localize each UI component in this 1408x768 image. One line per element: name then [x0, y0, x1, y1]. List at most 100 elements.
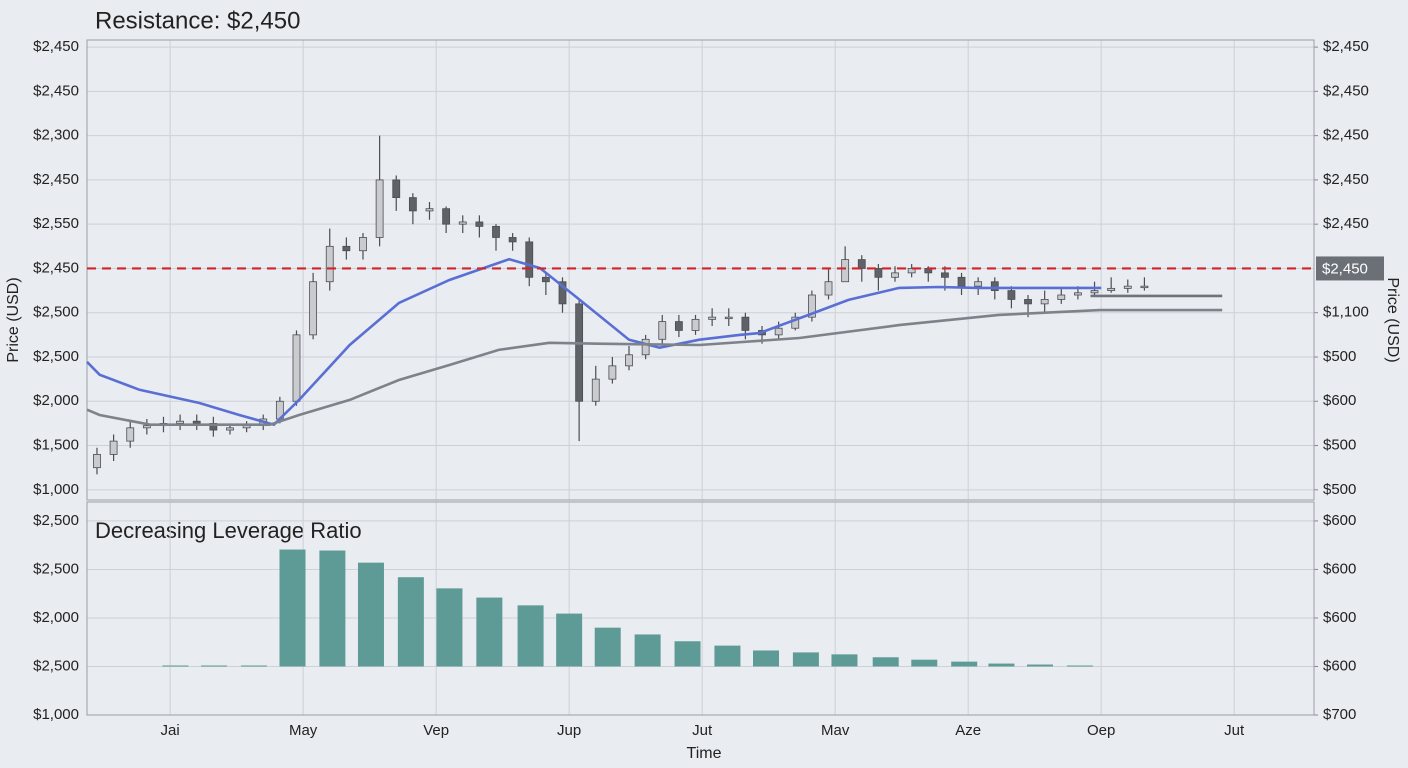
resistance-label: $2,450 [1322, 260, 1368, 277]
y2-tick-label: $2,450 [1323, 38, 1369, 55]
y-tick-label: $1,000 [33, 481, 79, 498]
candle-body [458, 221, 467, 225]
candle-body [126, 427, 135, 442]
y2-tick-label: $2,450 [1323, 127, 1369, 144]
y-tick-label: $1,500 [33, 437, 79, 454]
y-axis-title: Price (USD) [5, 277, 22, 362]
y2-tick-label: $600 [1323, 512, 1356, 529]
candle-body [93, 453, 101, 469]
candle-body [541, 276, 550, 283]
candle-body [1040, 299, 1049, 305]
bar [319, 550, 346, 667]
candle-body [625, 354, 633, 367]
bar [872, 657, 899, 667]
y-tick-label: $2,500 [33, 304, 79, 321]
y2-tick-label: $2,450 [1323, 215, 1369, 232]
candle-body [807, 294, 816, 318]
candle-body [408, 197, 417, 212]
bar [240, 665, 267, 667]
bar [951, 661, 978, 667]
bar [674, 641, 701, 667]
candle-body [309, 281, 318, 336]
candle-body [508, 237, 517, 243]
bar [792, 652, 819, 667]
y2-tick-label: $600 [1323, 609, 1356, 626]
y-tick-label: $2,450 [33, 82, 79, 99]
chart-title: Resistance: $2,450 [95, 7, 300, 34]
bar [634, 634, 661, 667]
candle-body [957, 276, 966, 287]
candle-body [1024, 299, 1032, 305]
candle-body [1090, 290, 1099, 294]
y-tick-label: $2,000 [33, 609, 79, 626]
candle-body [824, 281, 833, 296]
y-tick-label: $2,500 [33, 657, 79, 674]
moving-average-line [86, 257, 1102, 427]
candle-body [841, 259, 850, 283]
candle-body [392, 179, 401, 199]
y-tick-label: $2,500 [33, 560, 79, 577]
candle-body [974, 281, 983, 287]
candle-body [525, 241, 534, 278]
candle-body [774, 327, 783, 336]
bar [397, 577, 424, 667]
candle-body [475, 221, 484, 227]
candle-body [375, 179, 384, 238]
candle-body [325, 245, 334, 283]
candle-body [1007, 290, 1016, 300]
bar [988, 663, 1015, 667]
moving-average-line [86, 308, 1223, 426]
candle-body [641, 338, 650, 356]
y2-tick-label: $2,450 [1323, 171, 1369, 188]
x-tick-label: Jut [1224, 722, 1245, 739]
candle-body [1107, 287, 1116, 291]
bar [1066, 665, 1093, 667]
candle-body [691, 318, 700, 331]
x-axis-title: Time [687, 745, 722, 762]
y2-axis-title: Price (USD) [1384, 277, 1401, 362]
x-tick-label: Jut [692, 722, 713, 739]
candle-body [575, 303, 584, 402]
candle-body [708, 316, 717, 320]
x-tick-label: Jup [557, 722, 581, 739]
y-tick-label: $2,000 [33, 392, 79, 409]
candle-body [891, 272, 899, 278]
bar [831, 654, 858, 667]
y2-tick-label: $500 [1323, 437, 1356, 454]
candle-body [442, 208, 451, 225]
candle-body [791, 316, 800, 329]
bar [517, 605, 544, 667]
candle-body [1123, 285, 1132, 289]
candle-body [492, 225, 500, 238]
candle-body [907, 268, 916, 274]
y2-tick-label: $1,100 [1323, 304, 1369, 321]
panel-title: Decreasing Leverage Ratio [95, 518, 362, 543]
candle-body [176, 420, 185, 424]
y-tick-label: $2,450 [33, 38, 79, 55]
candle-body [142, 425, 151, 429]
bar [436, 588, 463, 667]
candle-body [292, 334, 301, 402]
candle-body [741, 316, 750, 331]
bar [911, 659, 938, 667]
resistance-label-box [1316, 256, 1384, 281]
x-tick-label: Oep [1087, 722, 1115, 739]
candle-body [724, 316, 733, 320]
bar [594, 627, 621, 667]
candle-body [591, 378, 600, 402]
candle-body [1140, 285, 1149, 289]
y-tick-label: $2,550 [33, 215, 79, 232]
y2-tick-label: $600 [1323, 560, 1356, 577]
candle-body [1074, 292, 1082, 296]
bar [714, 645, 741, 667]
y2-tick-label: $600 [1323, 392, 1356, 409]
bar [556, 613, 583, 667]
candle-body [425, 208, 434, 212]
candle-body [226, 427, 234, 431]
y-tick-label: $2,500 [33, 348, 79, 365]
plot-frame [86, 501, 1315, 716]
bar [279, 549, 306, 667]
x-tick-label: Mav [821, 722, 850, 739]
candle-body [558, 281, 567, 305]
